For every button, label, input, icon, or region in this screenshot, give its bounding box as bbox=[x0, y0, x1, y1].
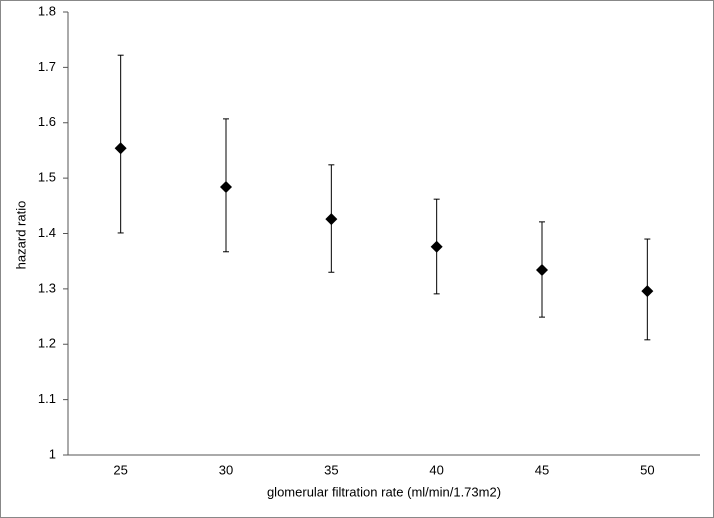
y-tick-label: 1.3 bbox=[38, 280, 56, 295]
x-tick-label: 30 bbox=[219, 462, 233, 477]
point bbox=[430, 240, 443, 253]
point bbox=[641, 285, 654, 298]
point bbox=[325, 213, 338, 226]
y-axis-label: hazard ratio bbox=[13, 201, 28, 270]
y-tick-label: 1.2 bbox=[38, 336, 56, 351]
point bbox=[220, 180, 232, 193]
x-tick-label: 40 bbox=[429, 462, 443, 477]
x-tick-label: 35 bbox=[324, 462, 338, 477]
point bbox=[114, 142, 127, 155]
y-tick-label: 1.5 bbox=[38, 170, 56, 185]
y-tick-label: 1.4 bbox=[38, 225, 56, 240]
point bbox=[536, 264, 548, 277]
y-tick-label: 1.6 bbox=[38, 114, 56, 129]
x-axis-label: glomerular filtration rate (ml/min/1.73m… bbox=[267, 484, 501, 499]
x-tick-label: 45 bbox=[535, 462, 549, 477]
y-tick-label: 1.8 bbox=[38, 3, 56, 18]
y-tick-label: 1 bbox=[49, 446, 56, 461]
x-tick-label: 50 bbox=[640, 462, 654, 477]
y-tick-label: 1.7 bbox=[38, 59, 56, 74]
x-tick-label: 25 bbox=[113, 462, 127, 477]
y-tick-label: 1.1 bbox=[38, 391, 56, 406]
